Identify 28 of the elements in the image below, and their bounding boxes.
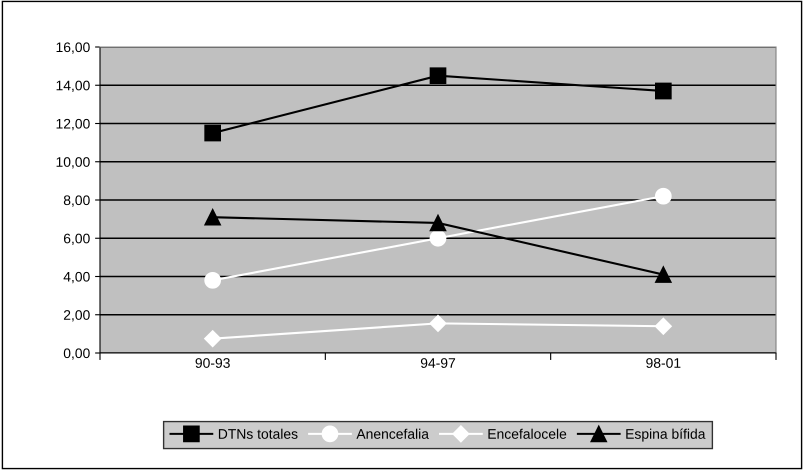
point: [655, 188, 672, 205]
point: [204, 124, 221, 142]
point: [655, 82, 672, 100]
point: [430, 67, 446, 84]
point: [204, 208, 221, 226]
y-tick-label: 8,00: [64, 195, 90, 207]
x-tick-label: 90-93: [196, 358, 230, 368]
y-tick-label: 12,00: [56, 118, 90, 130]
y-tick-label: 16,00: [56, 42, 90, 54]
y-tick-label: 0,00: [64, 348, 90, 360]
point: [655, 266, 672, 283]
point: [430, 214, 446, 232]
legend-label: Anencefalia: [356, 428, 429, 439]
y-tick-label: 2,00: [64, 310, 90, 322]
point: [204, 330, 222, 348]
y-tick-label: 6,00: [64, 234, 90, 246]
legend-label: Espina bífida: [626, 428, 706, 442]
point: [654, 318, 672, 335]
point: [204, 272, 221, 289]
y-tick-label: 4,00: [64, 272, 90, 284]
y-tick-label: 14,00: [56, 80, 90, 92]
point: [430, 230, 446, 247]
x-tick-label: 98-01: [646, 358, 680, 368]
point: [429, 314, 447, 332]
legend-label: DTNs totales: [218, 428, 298, 439]
x-tick-label: 94-97: [420, 358, 456, 368]
y-tick-label: 10,00: [56, 157, 90, 169]
legend-label: Encefalocele: [488, 428, 566, 439]
